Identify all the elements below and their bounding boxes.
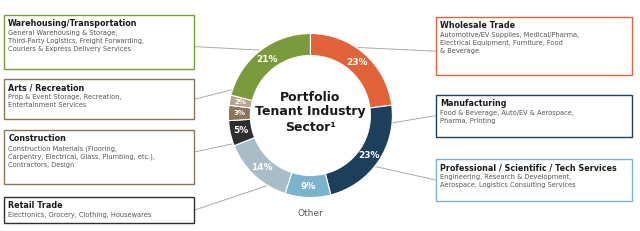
Text: 21%: 21% <box>256 55 278 64</box>
Text: 9%: 9% <box>301 182 316 191</box>
Text: Automotive/EV Supplies, Medical/Pharma,
Electrical Equipment, Furniture, Food
& : Automotive/EV Supplies, Medical/Pharma, … <box>440 32 580 54</box>
Wedge shape <box>310 33 392 108</box>
FancyBboxPatch shape <box>4 130 194 184</box>
Wedge shape <box>228 105 251 121</box>
Text: 23%: 23% <box>347 58 368 67</box>
Text: Retail Trade: Retail Trade <box>8 201 63 210</box>
FancyBboxPatch shape <box>436 17 632 75</box>
Text: Tenant Industry: Tenant Industry <box>255 105 365 118</box>
Wedge shape <box>229 95 252 108</box>
Text: Wholesale Trade: Wholesale Trade <box>440 21 516 30</box>
Text: Portfolio: Portfolio <box>280 91 340 104</box>
Text: 14%: 14% <box>251 163 273 172</box>
Text: Arts / Recreation: Arts / Recreation <box>8 83 84 92</box>
Text: Electronics, Grocery, Clothing, Housewares: Electronics, Grocery, Clothing, Housewar… <box>8 212 152 218</box>
Wedge shape <box>285 173 331 198</box>
FancyBboxPatch shape <box>4 79 194 119</box>
Text: Food & Beverage, Auto/EV & Aerospace,
Pharma, Printing: Food & Beverage, Auto/EV & Aerospace, Ph… <box>440 109 574 124</box>
FancyBboxPatch shape <box>436 94 632 137</box>
Text: 5%: 5% <box>234 127 249 136</box>
Wedge shape <box>325 105 392 195</box>
Text: Engineering, Research & Development,
Aerospace, Logistics Consulting Services: Engineering, Research & Development, Aer… <box>440 174 576 188</box>
Text: 3%: 3% <box>234 110 245 116</box>
Text: General Warehousing & Storage,
Third-Party Logistics, Freight Forwarding,
Courie: General Warehousing & Storage, Third-Par… <box>8 30 144 52</box>
Text: Manufacturing: Manufacturing <box>440 98 507 107</box>
Text: Professional / Scientific / Tech Services: Professional / Scientific / Tech Service… <box>440 163 617 172</box>
Text: Construction: Construction <box>8 134 66 143</box>
Wedge shape <box>228 119 255 146</box>
Wedge shape <box>231 33 310 100</box>
Text: 23%: 23% <box>358 151 380 160</box>
Wedge shape <box>234 138 292 194</box>
FancyBboxPatch shape <box>436 159 632 201</box>
FancyBboxPatch shape <box>4 15 194 69</box>
Text: Other: Other <box>298 210 323 219</box>
Text: 2%: 2% <box>235 99 246 105</box>
Text: Sector¹: Sector¹ <box>285 121 336 134</box>
FancyBboxPatch shape <box>4 197 194 223</box>
Text: Prop & Event Storage, Recreation,
Entertainment Services: Prop & Event Storage, Recreation, Entert… <box>8 94 122 108</box>
Text: Warehousing/Transportation: Warehousing/Transportation <box>8 18 138 27</box>
Text: Construction Materials (Flooring,
Carpentry, Electrical, Glass, Plumbing, etc.),: Construction Materials (Flooring, Carpen… <box>8 145 155 168</box>
